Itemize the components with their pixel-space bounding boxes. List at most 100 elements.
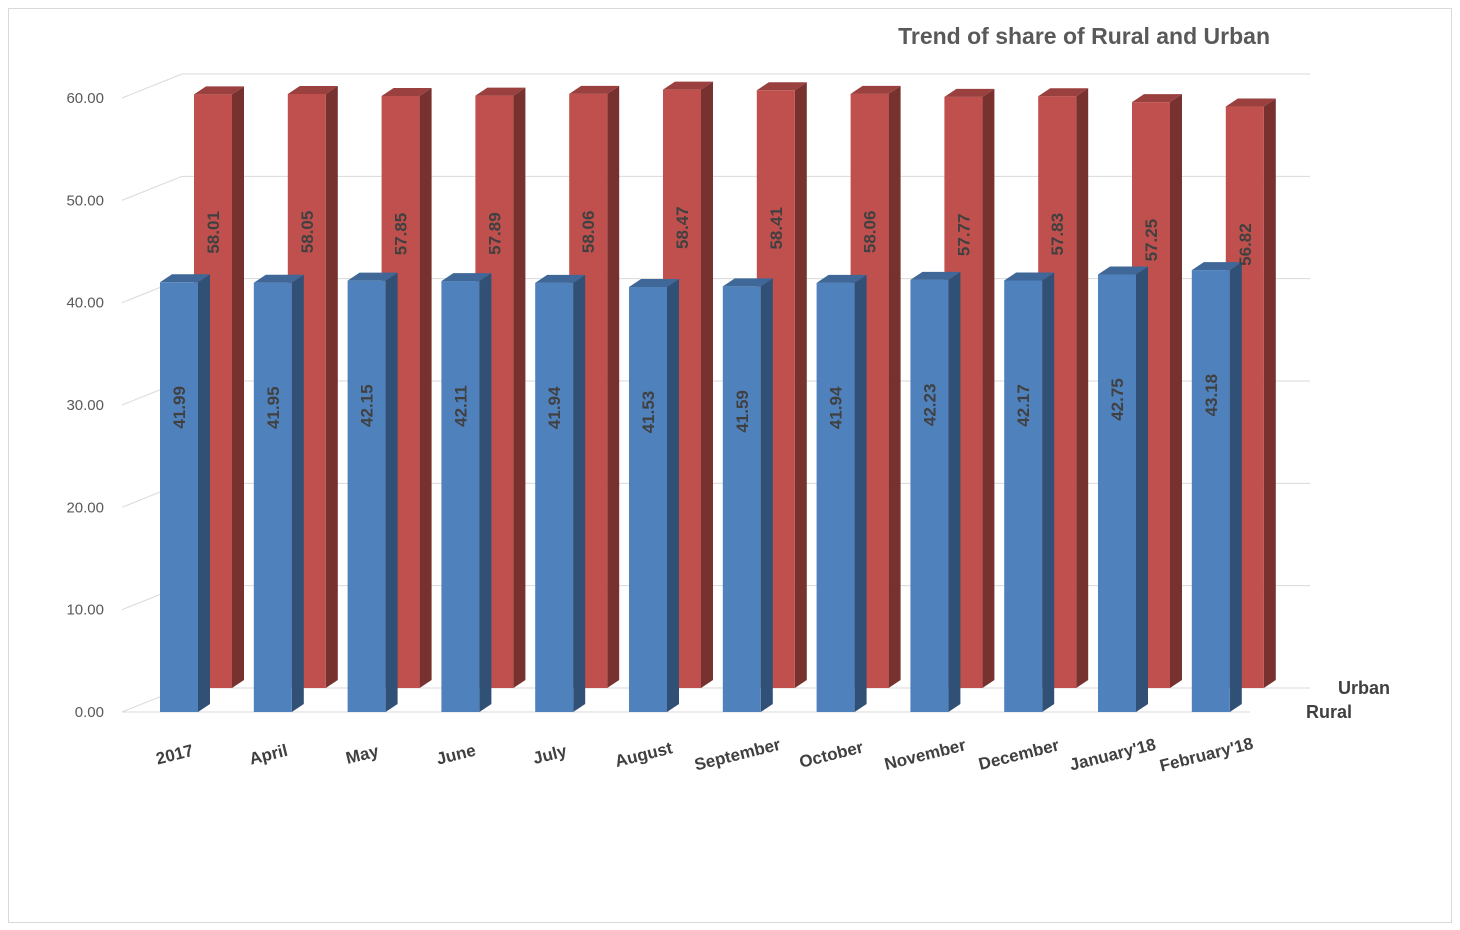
bar-rural-value-label: 41.94 [545, 386, 564, 429]
bar-urban-side [419, 88, 432, 689]
bar-urban-side [1076, 88, 1089, 688]
bar-urban-top [287, 85, 338, 94]
bar-urban-top [944, 88, 995, 97]
bar-rural-value-label: 43.18 [1202, 374, 1221, 417]
bar-urban-top [475, 87, 526, 96]
bar-rural-front [1004, 280, 1043, 712]
bar-rural-front [816, 282, 855, 712]
y-tick-label: 10.00 [66, 602, 104, 619]
bar-urban-value-label: 58.47 [673, 206, 692, 249]
bar-rural-value-label: 42.75 [1108, 378, 1127, 421]
bar-rural-top [160, 274, 210, 283]
y-tick-label: 40.00 [66, 295, 104, 312]
bar-rural-front [347, 280, 386, 712]
bar-rural-top [816, 274, 867, 283]
bar-rural-value-label: 42.17 [1014, 384, 1033, 427]
bar-urban-top [1038, 88, 1089, 97]
bar-urban-value-label: 58.06 [861, 211, 880, 254]
bar-urban-top [850, 85, 901, 94]
x-tick-label: May [344, 741, 381, 768]
bar-rural-front [1098, 274, 1136, 712]
bar-urban-side [607, 85, 620, 689]
bar-rural-value-label: 41.59 [733, 390, 752, 433]
x-tick-label: November [882, 735, 968, 774]
bar-rural-front [253, 282, 292, 712]
x-tick-label: October [797, 737, 865, 771]
bar-urban-value-label: 58.05 [298, 211, 317, 254]
y-tick-label: 30.00 [66, 397, 104, 414]
bar-urban-side [513, 87, 526, 688]
y-tick-label: 20.00 [66, 499, 104, 516]
bar-rural-front [535, 282, 574, 712]
x-tick-label: January'18 [1068, 735, 1158, 775]
bar-rural-side [291, 274, 304, 712]
bar-rural-top [629, 279, 679, 288]
bar-rural-top [1098, 266, 1148, 275]
bar-rural-top [441, 273, 492, 282]
x-tick-label: August [613, 738, 675, 771]
bar-rural-front [629, 287, 667, 712]
bar-rural-value-label: 41.99 [170, 386, 189, 429]
bar-urban-top [569, 85, 620, 94]
bar-urban-value-label: 57.25 [1142, 219, 1161, 262]
bar-rural [816, 274, 867, 712]
bar-urban-side [888, 85, 901, 689]
bar-rural [1004, 272, 1055, 712]
bar-rural [535, 274, 586, 712]
bar-urban-top [381, 88, 432, 97]
bar-urban-side [1170, 94, 1182, 689]
bar-urban-top [1225, 98, 1276, 107]
bar-rural-side [573, 274, 586, 712]
bar-rural-value-label: 42.15 [358, 384, 377, 427]
bar-rural-value-label: 41.53 [639, 391, 658, 434]
y-tick-label: 50.00 [66, 192, 104, 209]
bar-urban-value-label: 58.06 [579, 211, 598, 254]
bar-rural-front [722, 286, 761, 712]
bar-urban-value-label: 58.01 [204, 211, 223, 254]
gridline-depth [121, 73, 183, 99]
bar-rural-value-label: 42.23 [920, 384, 939, 427]
bar-rural [441, 273, 492, 712]
bar-rural-top [1004, 272, 1055, 281]
y-tick-label: 0.00 [75, 704, 104, 721]
bar-rural-side [667, 279, 679, 712]
gridline-depth [121, 175, 183, 201]
bar-rural-side [1042, 272, 1055, 712]
bar-rural-value-label: 41.95 [264, 386, 283, 429]
chart-title: Trend of share of Rural and Urban [898, 23, 1270, 49]
bar-rural-top [910, 271, 961, 280]
bar-urban-side [1263, 98, 1276, 689]
bar-rural-side [1136, 266, 1148, 712]
bar-urban-value-label: 57.85 [392, 213, 411, 256]
x-tick-label: December [977, 735, 1062, 773]
bar-urban-top [1132, 94, 1182, 103]
bar-urban-value-label: 57.83 [1048, 213, 1067, 256]
bar-rural [1191, 262, 1242, 712]
bar-rural-side [385, 272, 398, 712]
bar-urban-side [794, 82, 807, 689]
x-tick-label: April [247, 741, 289, 769]
bar-urban-value-label: 58.41 [767, 207, 786, 250]
y-tick-label: 60.00 [66, 90, 104, 107]
bar-rural [629, 279, 679, 712]
bar-rural-top [253, 274, 304, 283]
bar-rural-top [722, 278, 773, 287]
x-tick-label: February'18 [1158, 734, 1255, 776]
series-label-urban: Urban [1338, 678, 1390, 698]
bar-urban-side [325, 85, 338, 688]
bar-rural-front [160, 282, 198, 712]
bar-urban-side [701, 81, 713, 689]
bar-rural-value-label: 41.94 [827, 386, 846, 429]
bar-urban-top [663, 81, 713, 90]
bar-urban-side [232, 86, 244, 689]
bar-rural [160, 274, 210, 712]
x-tick-label: September [693, 735, 783, 775]
bar-urban-top [194, 86, 244, 95]
bar-rural [722, 278, 773, 712]
bar-urban-side [982, 88, 995, 689]
bar-urban-value-label: 57.77 [954, 214, 973, 257]
bar-urban-top [756, 82, 807, 91]
bar-rural-top [1191, 262, 1242, 271]
bar-rural-side [198, 274, 210, 712]
